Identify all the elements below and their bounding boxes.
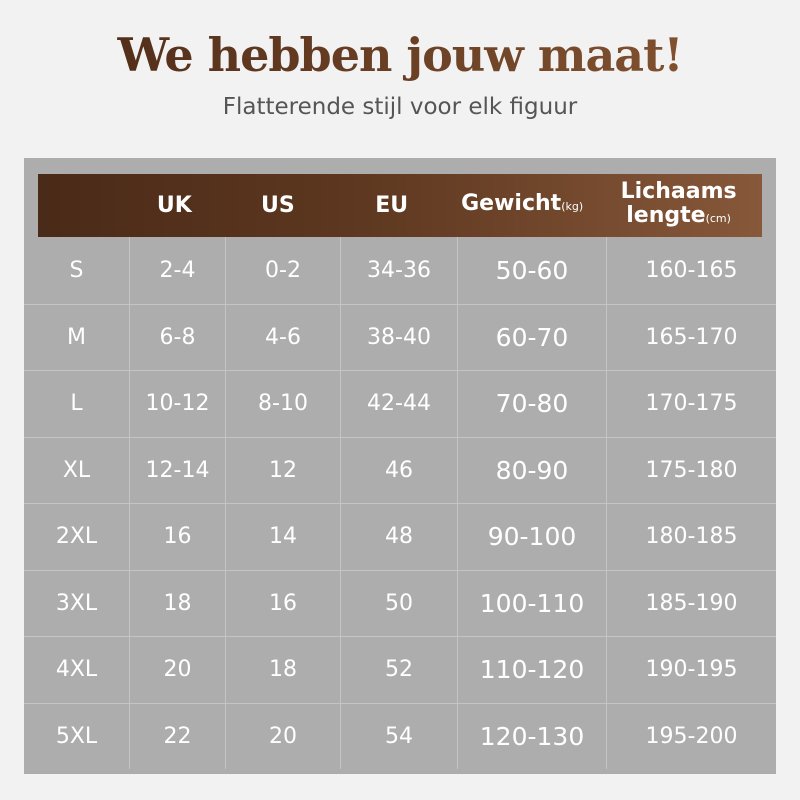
weight-unit: (kg) xyxy=(561,200,584,213)
cell-us: 14 xyxy=(225,504,340,570)
cell-us: 16 xyxy=(225,570,340,636)
page-title: We hebben jouw maat! xyxy=(0,28,800,82)
cell-eu: 38-40 xyxy=(340,304,457,370)
header-us: US xyxy=(261,192,295,218)
cell-eu: 48 xyxy=(340,504,457,570)
header-weight: Gewicht(kg) xyxy=(449,174,595,237)
cell-uk: 10-12 xyxy=(129,371,225,437)
table-row: XL 12-14 12 46 80-90 175-180 xyxy=(24,436,776,503)
cell-weight: 50-60 xyxy=(457,237,606,304)
table-row: 2XL 16 14 48 90-100 180-185 xyxy=(24,503,776,570)
cell-eu: 46 xyxy=(340,437,457,503)
cell-height: 160-165 xyxy=(606,237,776,304)
cell-size: 2XL xyxy=(55,524,98,550)
cell-height: 180-185 xyxy=(606,504,776,570)
size-chart-table: UK US EU Gewicht(kg) Lichaams lengte(cm) … xyxy=(24,158,776,774)
weight-label: Gewicht xyxy=(461,191,562,216)
height-label-1: Lichaams xyxy=(620,179,737,204)
cell-uk: 16 xyxy=(129,504,225,570)
cell-size: M xyxy=(67,324,86,350)
cell-uk: 18 xyxy=(129,570,225,636)
header-uk: UK xyxy=(156,192,192,218)
cell-uk: 2-4 xyxy=(129,237,225,304)
header-height: Lichaams lengte(cm) xyxy=(595,174,762,237)
cell-size: XL xyxy=(62,457,91,483)
cell-height: 175-180 xyxy=(606,437,776,503)
table-row: L 10-12 8-10 42-44 70-80 170-175 xyxy=(24,370,776,437)
cell-eu: 34-36 xyxy=(340,237,457,304)
cell-weight: 70-80 xyxy=(457,371,606,437)
cell-weight: 100-110 xyxy=(457,570,606,636)
cell-size: 4XL xyxy=(55,657,98,683)
cell-eu: 54 xyxy=(340,703,457,769)
table-body: S 2-4 0-2 34-36 50-60 160-165 M 6-8 4-6 38-40 60-7… xyxy=(24,237,776,769)
cell-size: 5XL xyxy=(55,723,98,749)
cell-us: 0-2 xyxy=(225,237,340,304)
cell-height: 185-190 xyxy=(606,570,776,636)
cell-eu: 42-44 xyxy=(340,371,457,437)
cell-weight: 120-130 xyxy=(457,703,606,769)
table-header: UK US EU Gewicht(kg) Lichaams lengte(cm) xyxy=(38,174,762,237)
cell-us: 12 xyxy=(225,437,340,503)
table-row: M 6-8 4-6 38-40 60-70 165-170 xyxy=(24,303,776,370)
table-row: 5XL 22 20 54 120-130 195-200 xyxy=(24,702,776,769)
cell-uk: 6-8 xyxy=(129,304,225,370)
cell-us: 18 xyxy=(225,637,340,703)
header-eu: EU xyxy=(375,192,409,218)
table-row: 3XL 18 16 50 100-110 185-190 xyxy=(24,569,776,636)
cell-eu: 52 xyxy=(340,637,457,703)
cell-uk: 12-14 xyxy=(129,437,225,503)
cell-uk: 22 xyxy=(129,703,225,769)
cell-height: 170-175 xyxy=(606,371,776,437)
table-row: S 2-4 0-2 34-36 50-60 160-165 xyxy=(24,237,776,304)
cell-size: 3XL xyxy=(55,590,98,616)
cell-weight: 90-100 xyxy=(457,504,606,570)
cell-us: 8-10 xyxy=(225,371,340,437)
cell-uk: 20 xyxy=(129,637,225,703)
table-row: 4XL 20 18 52 110-120 190-195 xyxy=(24,636,776,703)
page-subtitle: Flatterende stijl voor elk figuur xyxy=(222,94,578,120)
cell-weight: 80-90 xyxy=(457,437,606,503)
cell-weight: 110-120 xyxy=(457,637,606,703)
cell-height: 190-195 xyxy=(606,637,776,703)
header-size xyxy=(38,174,127,237)
cell-height: 165-170 xyxy=(606,304,776,370)
height-label-2: lengte xyxy=(626,203,706,228)
cell-weight: 60-70 xyxy=(457,304,606,370)
height-unit: (cm) xyxy=(705,212,731,225)
cell-us: 4-6 xyxy=(225,304,340,370)
cell-height: 195-200 xyxy=(606,703,776,769)
cell-size: S xyxy=(69,257,84,283)
cell-eu: 50 xyxy=(340,570,457,636)
cell-us: 20 xyxy=(225,703,340,769)
cell-size: L xyxy=(70,391,83,417)
